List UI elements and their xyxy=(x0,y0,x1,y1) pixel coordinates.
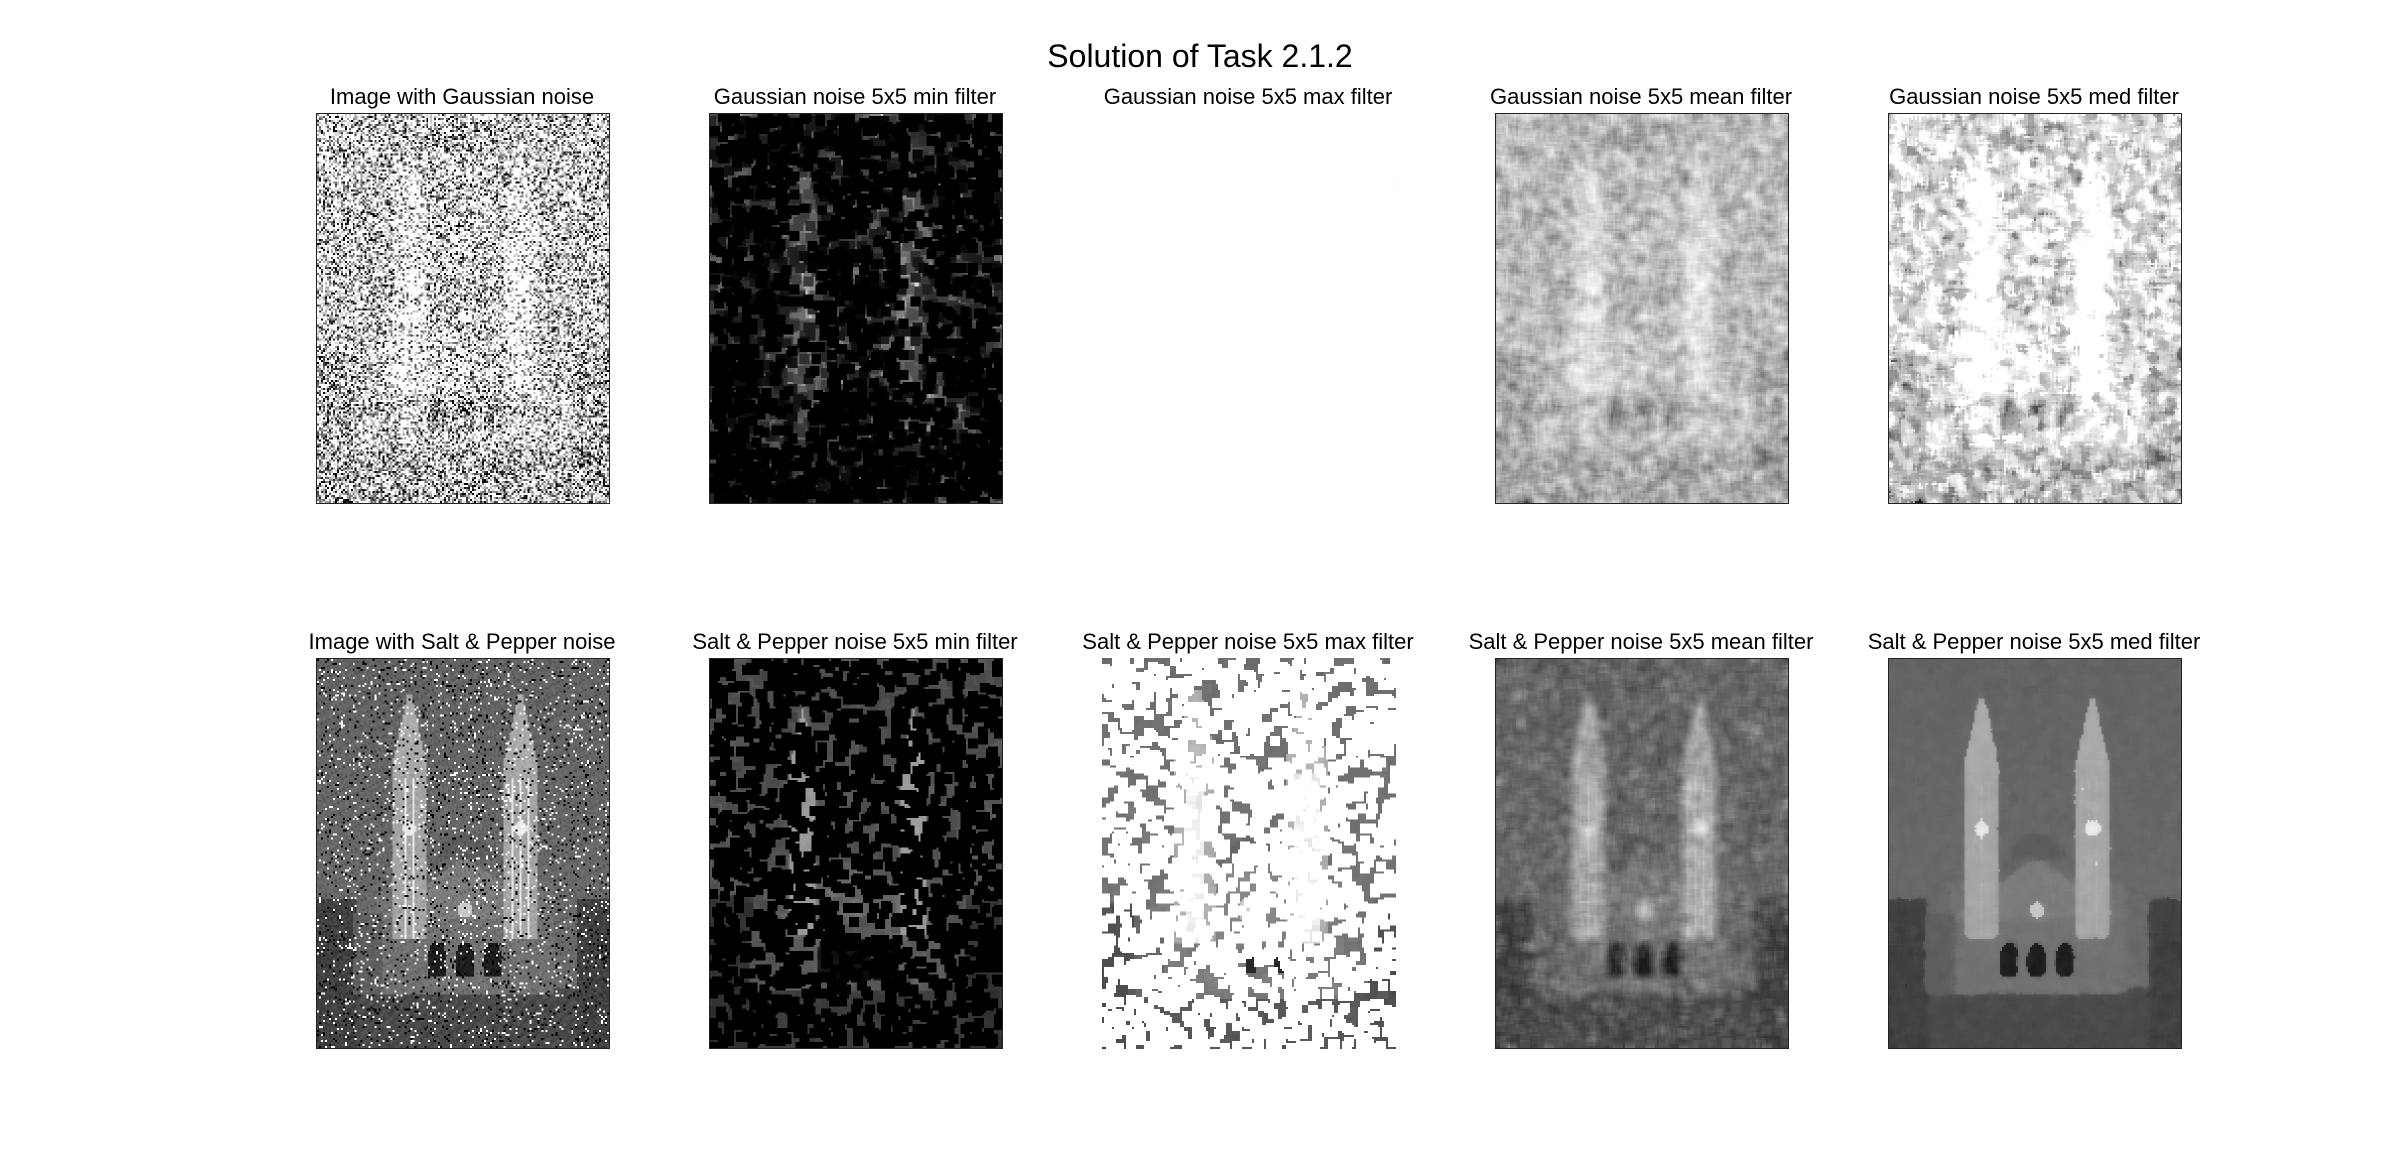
figure-title: Solution of Task 2.1.2 xyxy=(1047,38,1353,74)
panel-title-sp-med: Salt & Pepper noise 5x5 med filter xyxy=(1867,629,2201,654)
image-gaussian-mean xyxy=(1495,113,1789,504)
panel-title-sp-mean: Salt & Pepper noise 5x5 mean filter xyxy=(1468,629,1814,654)
panel-title-gaussian-max: Gaussian noise 5x5 max filter xyxy=(1103,84,1393,109)
image-sp-max xyxy=(1102,658,1396,1049)
image-gaussian-min xyxy=(709,113,1003,504)
panel-title-sp-max: Salt & Pepper noise 5x5 max filter xyxy=(1082,629,1414,654)
image-gaussian-max xyxy=(1102,113,1396,504)
image-sp-mean xyxy=(1495,658,1789,1049)
image-gaussian-med xyxy=(1888,113,2182,504)
panel-title-gaussian-noisy: Image with Gaussian noise xyxy=(329,84,595,109)
panel-title-gaussian-med: Gaussian noise 5x5 med filter xyxy=(1889,84,2179,109)
image-gaussian-noisy xyxy=(316,113,610,504)
panel-title-sp-noisy: Image with Salt & Pepper noise xyxy=(308,629,616,654)
panel-title-sp-min: Salt & Pepper noise 5x5 min filter xyxy=(692,629,1018,654)
image-sp-noisy xyxy=(316,658,610,1049)
image-sp-med xyxy=(1888,658,2182,1049)
panel-title-gaussian-mean: Gaussian noise 5x5 mean filter xyxy=(1489,84,1793,109)
image-sp-min xyxy=(709,658,1003,1049)
panel-title-gaussian-min: Gaussian noise 5x5 min filter xyxy=(713,84,997,109)
